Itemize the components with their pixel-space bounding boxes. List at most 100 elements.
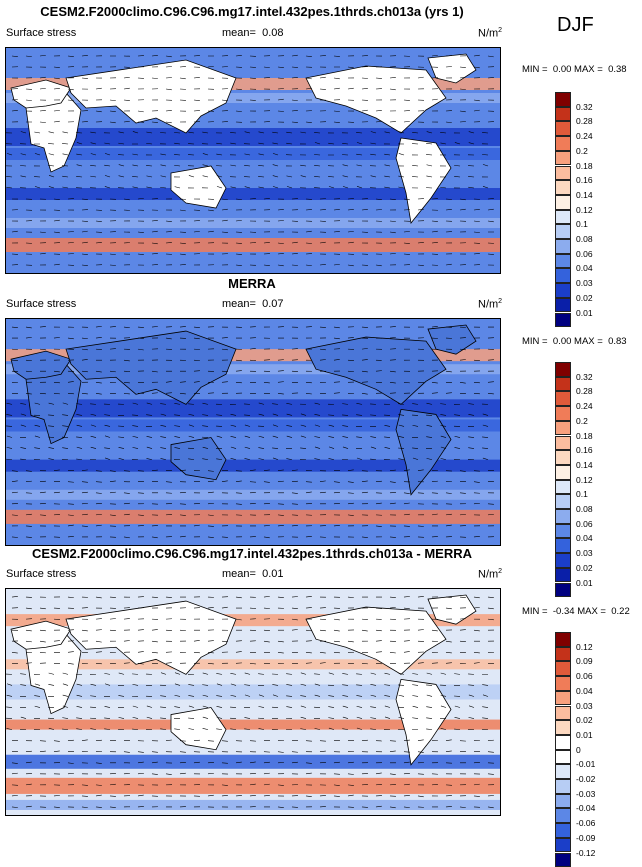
map2-band-4 <box>6 755 500 769</box>
panel-3-min-label: MIN = <box>522 606 548 617</box>
colorbar-3-box-1 <box>555 647 571 662</box>
colorbar-2-label: 0.14 <box>576 460 593 470</box>
panel-3-max-value: 0.22 <box>611 606 630 617</box>
colorbar-1-label: 0.12 <box>576 205 593 215</box>
colorbar-1-label: 0.18 <box>576 161 593 171</box>
colorbar-1-label: 0.2 <box>576 146 588 156</box>
colorbar-1-label: 0.04 <box>576 263 593 273</box>
colorbar-2-label: 0.28 <box>576 386 593 396</box>
colorbar-3-box-10 <box>555 779 571 794</box>
colorbar-2-box-9 <box>555 494 571 509</box>
colorbar-1-box-4 <box>555 151 571 166</box>
colorbar-3-label: -0.02 <box>576 774 595 784</box>
colorbar-2-label: 0.12 <box>576 475 593 485</box>
panel-3-minmax: MIN = -0.34 MAX = 0.22 <box>522 606 630 617</box>
panel-2-mean-value: 0.07 <box>262 298 283 310</box>
panel-1-min-label: MIN = <box>522 64 548 75</box>
panel-2-minmax: MIN = 0.00 MAX = 0.83 <box>522 336 627 347</box>
colorbar-1-label: 0.16 <box>576 175 593 185</box>
panel-2-units-exp: 2 <box>498 298 502 305</box>
colorbar-3-box-11 <box>555 794 571 809</box>
colorbar-3-box-12 <box>555 808 571 823</box>
panel-1-max-label: MAX = <box>574 64 603 75</box>
colorbar-2-box-6 <box>555 450 571 465</box>
colorbar-3-box-4 <box>555 691 571 706</box>
colorbar-1-box-5 <box>555 166 571 181</box>
colorbar-2-box-1 <box>555 377 571 392</box>
colorbar-2-box-5 <box>555 436 571 451</box>
colorbar-1-label: 0.32 <box>576 102 593 112</box>
panel-3-units-base: N/m <box>478 569 498 581</box>
colorbar-2-box-14 <box>555 568 571 583</box>
colorbar-1-label: 0.28 <box>576 116 593 126</box>
colorbar-3-label: -0.06 <box>576 818 595 828</box>
panel-2-mean: mean= 0.07 <box>222 298 284 310</box>
colorbar-2-box-4 <box>555 421 571 436</box>
colorbar-2-box-0 <box>555 362 571 377</box>
colorbar-1-box-2 <box>555 121 571 136</box>
map0-band-5 <box>6 218 500 228</box>
colorbar-2-box-7 <box>555 465 571 480</box>
colorbar-2-label: 0.03 <box>576 548 593 558</box>
panel-1-mean: mean= 0.08 <box>222 27 284 39</box>
colorbar-2-label: 0.24 <box>576 401 593 411</box>
colorbar-3-box-13 <box>555 823 571 838</box>
panel-1-title: CESM2.F2000climo.C96.C96.mg17.intel.432p… <box>0 4 504 19</box>
colorbar-1-box-8 <box>555 210 571 225</box>
panel-3-title: CESM2.F2000climo.C96.C96.mg17.intel.432p… <box>0 546 504 561</box>
map2-svg <box>6 589 500 815</box>
panel-3-units-exp: 2 <box>498 568 502 575</box>
colorbar-1-label: 0.02 <box>576 293 593 303</box>
colorbar-2-box-12 <box>555 538 571 553</box>
colorbar-3-label: 0.12 <box>576 642 593 652</box>
colorbar-3-label: 0.09 <box>576 656 593 666</box>
panel-2-mean-label: mean= <box>222 298 256 310</box>
colorbar-3-box-6 <box>555 720 571 735</box>
colorbar-2-box-11 <box>555 524 571 539</box>
colorbar-3-label: -0.12 <box>576 848 595 858</box>
panel-2-max-value: 0.83 <box>608 336 627 347</box>
colorbar-1-box-6 <box>555 180 571 195</box>
colorbar-2-label: 0.06 <box>576 519 593 529</box>
colorbar-1-box-0 <box>555 92 571 107</box>
colorbar-1-box-3 <box>555 136 571 151</box>
colorbar-2-box-8 <box>555 480 571 495</box>
colorbar-3-box-3 <box>555 676 571 691</box>
colorbar-2-label: 0.1 <box>576 489 588 499</box>
panel-1-mean-value: 0.08 <box>262 27 283 39</box>
colorbar-1-box-10 <box>555 239 571 254</box>
map1-band-6 <box>6 510 500 524</box>
colorbar-1-box-9 <box>555 224 571 239</box>
colorbar-2-label: 0.18 <box>576 431 593 441</box>
colorbar-3-box-2 <box>555 661 571 676</box>
colorbar-1-box-13 <box>555 283 571 298</box>
panel-3-variable: Surface stress <box>6 568 76 580</box>
colorbar-3-box-0 <box>555 632 571 647</box>
map2-band-1 <box>6 659 500 669</box>
panel-2-title: MERRA <box>0 276 504 291</box>
panel-1-minmax: MIN = 0.00 MAX = 0.38 <box>522 64 627 75</box>
map0-svg <box>6 48 500 273</box>
colorbar-1-label: 0.06 <box>576 249 593 259</box>
season-label: DJF <box>557 14 594 37</box>
colorbar-1-box-1 <box>555 107 571 122</box>
colorbar-3-label: -0.04 <box>576 803 595 813</box>
colorbar-3-label: 0.03 <box>576 701 593 711</box>
colorbar-1-box-7 <box>555 195 571 210</box>
colorbar-3-label: -0.03 <box>576 789 595 799</box>
colorbar-2-box-15 <box>555 583 571 598</box>
colorbar-1-label: 0.14 <box>576 190 593 200</box>
panel-2-units-base: N/m <box>478 299 498 311</box>
colorbar-1-label: 0.08 <box>576 234 593 244</box>
map1-band-5 <box>6 490 500 500</box>
panel-1-max-value: 0.38 <box>608 64 627 75</box>
colorbar-3-box-7 <box>555 735 571 750</box>
colorbar-3-label: 0.06 <box>576 671 593 681</box>
colorbar-1-label: 0.1 <box>576 219 588 229</box>
colorbar-1-label: 0.24 <box>576 131 593 141</box>
panel-1-map <box>5 47 501 274</box>
panel-1-units-exp: 2 <box>498 27 502 34</box>
colorbar-2-label: 0.02 <box>576 563 593 573</box>
panel-1-units: N/m2 <box>478 27 502 40</box>
colorbar-3-label: 0.04 <box>576 686 593 696</box>
